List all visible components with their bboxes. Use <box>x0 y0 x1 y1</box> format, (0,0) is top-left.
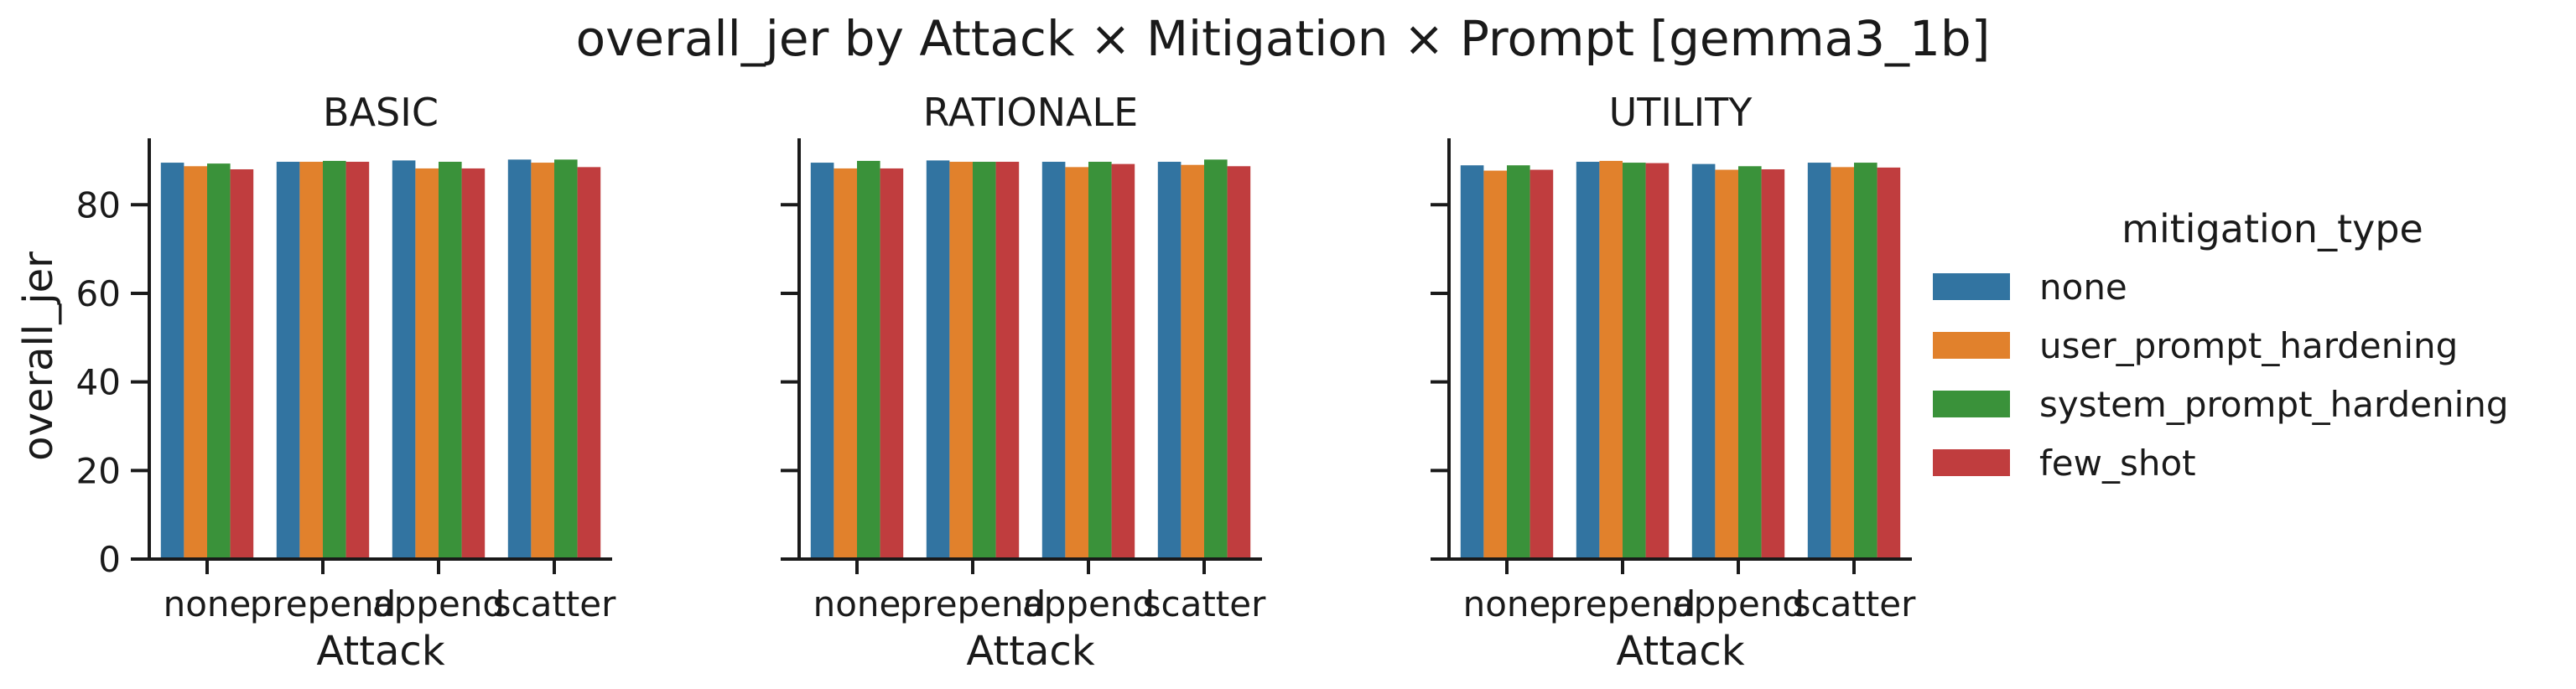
x-tick-label: none <box>813 583 901 624</box>
bar-system_prompt_hardening-none <box>207 163 231 559</box>
bar-few_shot-none <box>230 168 254 560</box>
bar-system_prompt_hardening-none <box>857 160 880 559</box>
x-tick-label: none <box>164 583 252 624</box>
panel-title: UTILITY <box>1609 90 1753 135</box>
bar-none-append <box>392 160 416 560</box>
y-tick-label: 20 <box>76 450 121 491</box>
x-tick-label: append <box>1022 583 1155 624</box>
bar-none-append <box>1691 163 1716 559</box>
bar-none-scatter <box>507 159 532 560</box>
bar-none-none <box>810 163 834 559</box>
x-axis-label: Attack <box>316 628 444 675</box>
legend-label-few_shot: few_shot <box>2039 443 2196 484</box>
legend-label-system_prompt_hardening: system_prompt_hardening <box>2039 384 2509 425</box>
bar-user_prompt_hardening-append <box>415 168 439 559</box>
bar-user_prompt_hardening-scatter <box>1831 167 1854 559</box>
bar-none-prepend <box>276 162 300 559</box>
bar-none-prepend <box>1576 162 1600 559</box>
bar-user_prompt_hardening-scatter <box>1181 164 1204 559</box>
bar-system_prompt_hardening-append <box>1088 162 1112 559</box>
legend-label-none: none <box>2039 267 2127 308</box>
bar-user_prompt_hardening-append <box>1065 167 1088 559</box>
x-tick-label: prepend <box>250 583 397 624</box>
bar-few_shot-scatter <box>577 167 601 559</box>
y-axis-label: overall_jer <box>15 251 62 461</box>
bar-none-scatter <box>1807 163 1831 559</box>
legend-swatch-system_prompt_hardening <box>1933 391 2010 417</box>
bar-few_shot-prepend <box>995 162 1020 559</box>
bar-system_prompt_hardening-prepend <box>973 162 996 559</box>
y-tick-label: 60 <box>76 273 121 314</box>
x-tick-label: none <box>1463 583 1551 624</box>
legend-swatch-few_shot <box>1933 449 2010 476</box>
bar-few_shot-prepend <box>345 162 370 559</box>
x-tick-label: prepend <box>1550 583 1696 624</box>
y-tick-label: 40 <box>76 362 121 403</box>
x-tick-label: append <box>372 583 505 624</box>
legend-swatch-none <box>1933 273 2010 300</box>
x-tick-label: append <box>1672 583 1805 624</box>
bar-user_prompt_hardening-append <box>1715 169 1738 559</box>
bar-system_prompt_hardening-scatter <box>1854 163 1877 559</box>
bar-system_prompt_hardening-append <box>439 162 462 559</box>
bar-system_prompt_hardening-prepend <box>323 160 346 559</box>
bar-system_prompt_hardening-scatter <box>1204 159 1228 560</box>
chart-title: overall_jer by Attack × Mitigation × Pro… <box>576 10 1991 67</box>
panel-title: BASIC <box>323 90 439 135</box>
bar-none-append <box>1041 162 1066 559</box>
bar-user_prompt_hardening-none <box>184 166 207 560</box>
bar-user_prompt_hardening-prepend <box>299 162 323 559</box>
bar-system_prompt_hardening-none <box>1507 165 1530 560</box>
legend-label-user_prompt_hardening: user_prompt_hardening <box>2039 325 2458 366</box>
panels-group: BASIC020406080noneprependappendscatterAt… <box>15 90 1916 675</box>
x-axis-label: Attack <box>1616 628 1744 675</box>
bar-few_shot-append <box>1111 163 1135 559</box>
legend: mitigation_type none user_prompt_hardenin… <box>1933 206 2509 484</box>
x-axis-label: Attack <box>966 628 1094 675</box>
legend-title: mitigation_type <box>2122 206 2423 251</box>
bar-few_shot-none <box>1530 169 1554 559</box>
bar-few_shot-scatter <box>1877 167 1901 559</box>
bar-user_prompt_hardening-scatter <box>531 163 554 559</box>
bar-few_shot-prepend <box>1645 163 1670 559</box>
x-tick-label: scatter <box>493 583 616 624</box>
bar-none-none <box>1460 165 1484 560</box>
bar-few_shot-append <box>1761 168 1785 560</box>
x-tick-label: prepend <box>900 583 1046 624</box>
bar-none-prepend <box>926 160 950 560</box>
bar-none-none <box>160 163 184 559</box>
legend-swatch-user_prompt_hardening <box>1933 332 2010 359</box>
bar-user_prompt_hardening-none <box>1483 170 1507 559</box>
bar-user_prompt_hardening-prepend <box>949 162 973 559</box>
bar-few_shot-none <box>880 168 904 559</box>
y-tick-label: 0 <box>98 539 121 580</box>
bar-few_shot-scatter <box>1227 166 1251 560</box>
bar-user_prompt_hardening-prepend <box>1599 160 1623 559</box>
bar-few_shot-append <box>461 168 486 559</box>
x-tick-label: scatter <box>1793 583 1916 624</box>
bar-system_prompt_hardening-prepend <box>1623 163 1646 559</box>
bar-user_prompt_hardening-none <box>834 168 857 559</box>
panel-title: RATIONALE <box>923 90 1138 135</box>
bar-none-scatter <box>1157 162 1182 559</box>
bar-system_prompt_hardening-scatter <box>554 159 578 560</box>
y-tick-label: 80 <box>76 184 121 225</box>
x-tick-label: scatter <box>1143 583 1266 624</box>
bar-system_prompt_hardening-append <box>1738 166 1762 560</box>
